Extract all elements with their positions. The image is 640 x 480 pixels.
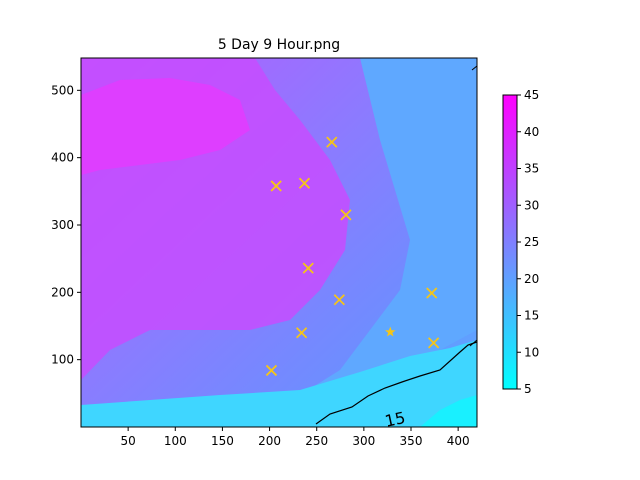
y-tick-label: 500 [51,83,74,97]
colorbar-tick-label: 25 [524,235,539,249]
x-axis: 50 100 150 200 250 300 350 400 [121,427,470,448]
x-tick-label: 200 [258,434,281,448]
contour-label: 15 [383,408,407,431]
cross-marker [427,337,440,349]
coastline [315,341,477,425]
colorbar-tick-label: 20 [524,272,539,286]
markers-layer [265,136,440,377]
colorbar-ticks: 5 10 15 20 25 30 35 40 45 [517,88,539,396]
plot-frame [80,57,478,428]
cross-marker [340,209,352,221]
contour-line-15 [469,65,477,347]
x-tick-label: 250 [305,434,328,448]
cross-marker [326,136,338,148]
y-tick-label: 400 [51,151,74,165]
x-tick-label: 100 [164,434,187,448]
y-tick-label: 100 [51,353,74,367]
x-tick-label: 400 [447,434,470,448]
colorbar-tick-label: 10 [524,345,539,359]
cross-marker [302,262,314,274]
colorbar-tick-label: 45 [524,88,539,102]
colorbar-tick-label: 5 [524,382,532,396]
heatmap-region-peak [81,78,250,175]
plot-area: 15 [81,58,477,431]
colorbar-tick-label: 15 [524,309,539,323]
colorbar-tick-label: 30 [524,198,539,212]
heatmap-region-low [81,340,477,427]
cross-marker [270,180,282,192]
cross-marker [298,177,311,189]
colorbar-gradient [502,94,518,390]
y-axis: 100 200 300 400 500 [51,83,81,367]
x-tick-label: 50 [121,434,136,448]
colorbar: 5 10 15 20 25 30 35 40 45 [502,88,539,396]
x-tick-label: 350 [400,434,423,448]
star-marker [385,326,396,337]
colorbar-tick-label: 40 [524,125,539,139]
heatmap-region-east [230,58,477,427]
x-tick-label: 300 [352,434,375,448]
y-tick-label: 200 [51,285,74,299]
y-tick-label: 300 [51,218,74,232]
heatmap-region-lowest [420,395,477,427]
colorbar-tick-label: 35 [524,162,539,176]
cross-marker [333,294,345,306]
cross-marker [265,364,278,377]
cross-marker [426,287,438,299]
x-tick-label: 150 [211,434,234,448]
chart-title: 5 Day 9 Hour.png [218,37,340,53]
cross-marker [295,327,308,339]
